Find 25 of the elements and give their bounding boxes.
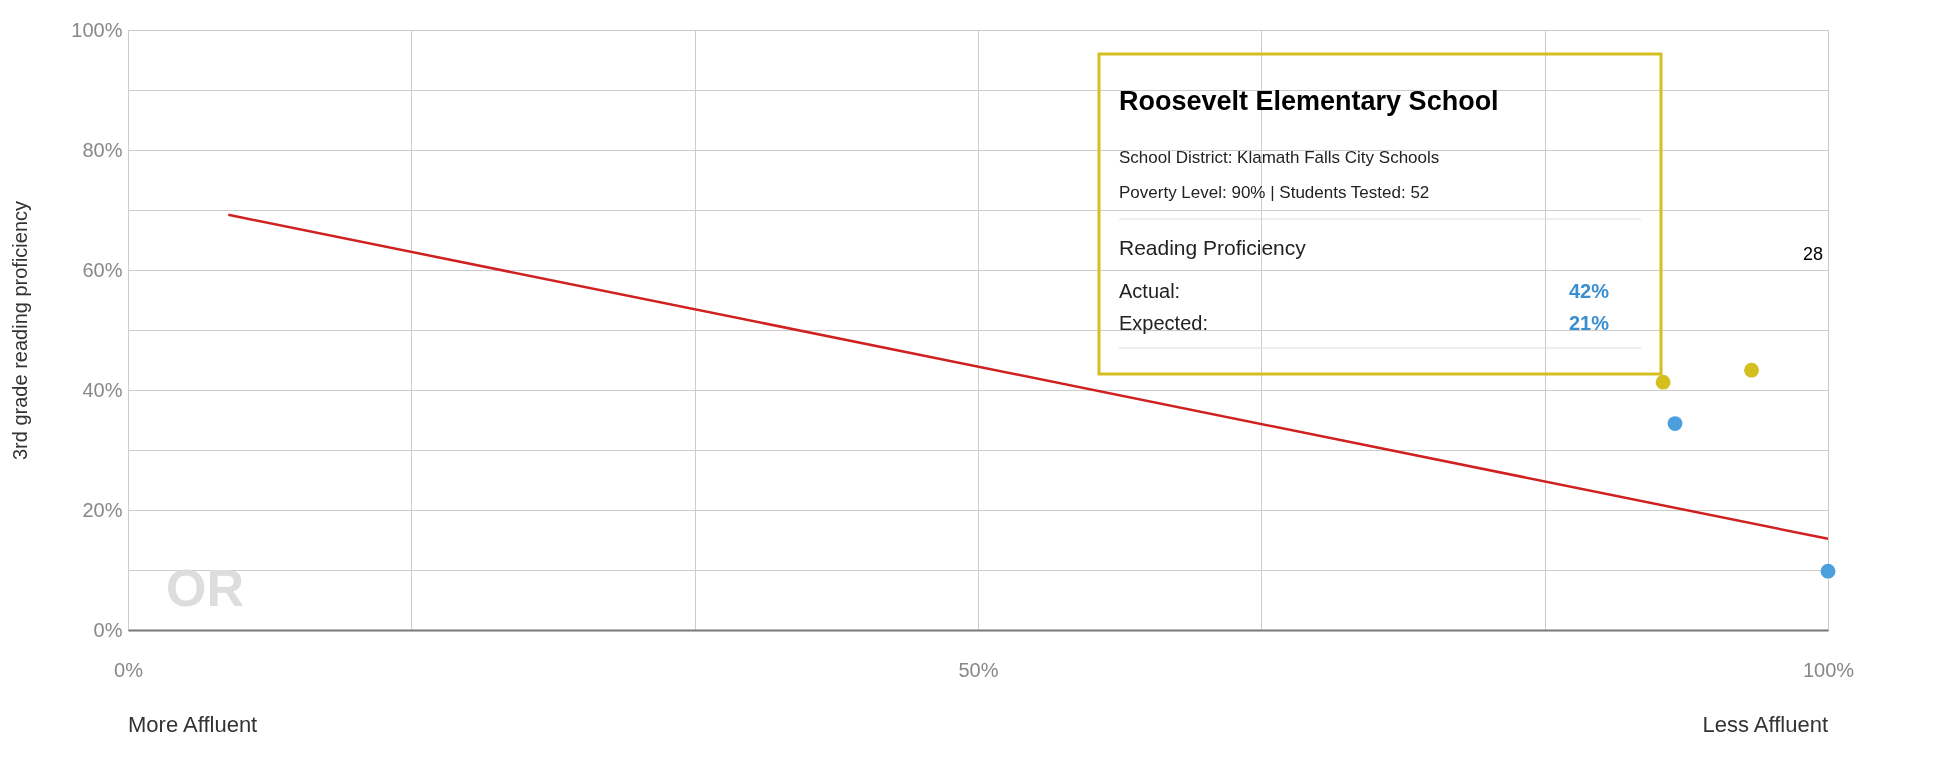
x-tick-label: 50%: [958, 658, 999, 681]
annotation: Expected:: [1119, 312, 1208, 334]
point: [1655, 374, 1671, 390]
y-axis-title: 3rd grade reading proficiency: [9, 200, 32, 461]
annotation: Reading Proficiency: [1119, 236, 1307, 259]
annotation: 28: [1802, 244, 1823, 264]
annotation: School District: Klamath Falls City Schools: [1119, 148, 1440, 167]
x-tick-label: 0%: [114, 658, 144, 681]
y-tick-label: 40%: [82, 378, 123, 401]
point: [1744, 362, 1759, 378]
y-tick-label: 60%: [82, 258, 123, 281]
y-tick-label: 80%: [82, 138, 123, 161]
annotation: 21%: [1569, 312, 1610, 334]
text: More Affluent: [128, 712, 258, 737]
annotation: Roosevelt Elementary School: [1119, 86, 1499, 116]
point: [1820, 563, 1836, 579]
x-tick-label: 100%: [1802, 658, 1855, 681]
y-tick-label: 0%: [93, 618, 123, 641]
y-tick-label: 100%: [71, 18, 123, 41]
annotation: Poverty Level: 90% | Students Tested: 52: [1119, 183, 1430, 202]
annotation: Actual:: [1119, 280, 1181, 302]
y-tick-label: 20%: [82, 498, 123, 521]
annotation: 42%: [1569, 280, 1610, 302]
point: [1667, 416, 1683, 431]
text: Less Affluent: [1702, 712, 1828, 737]
